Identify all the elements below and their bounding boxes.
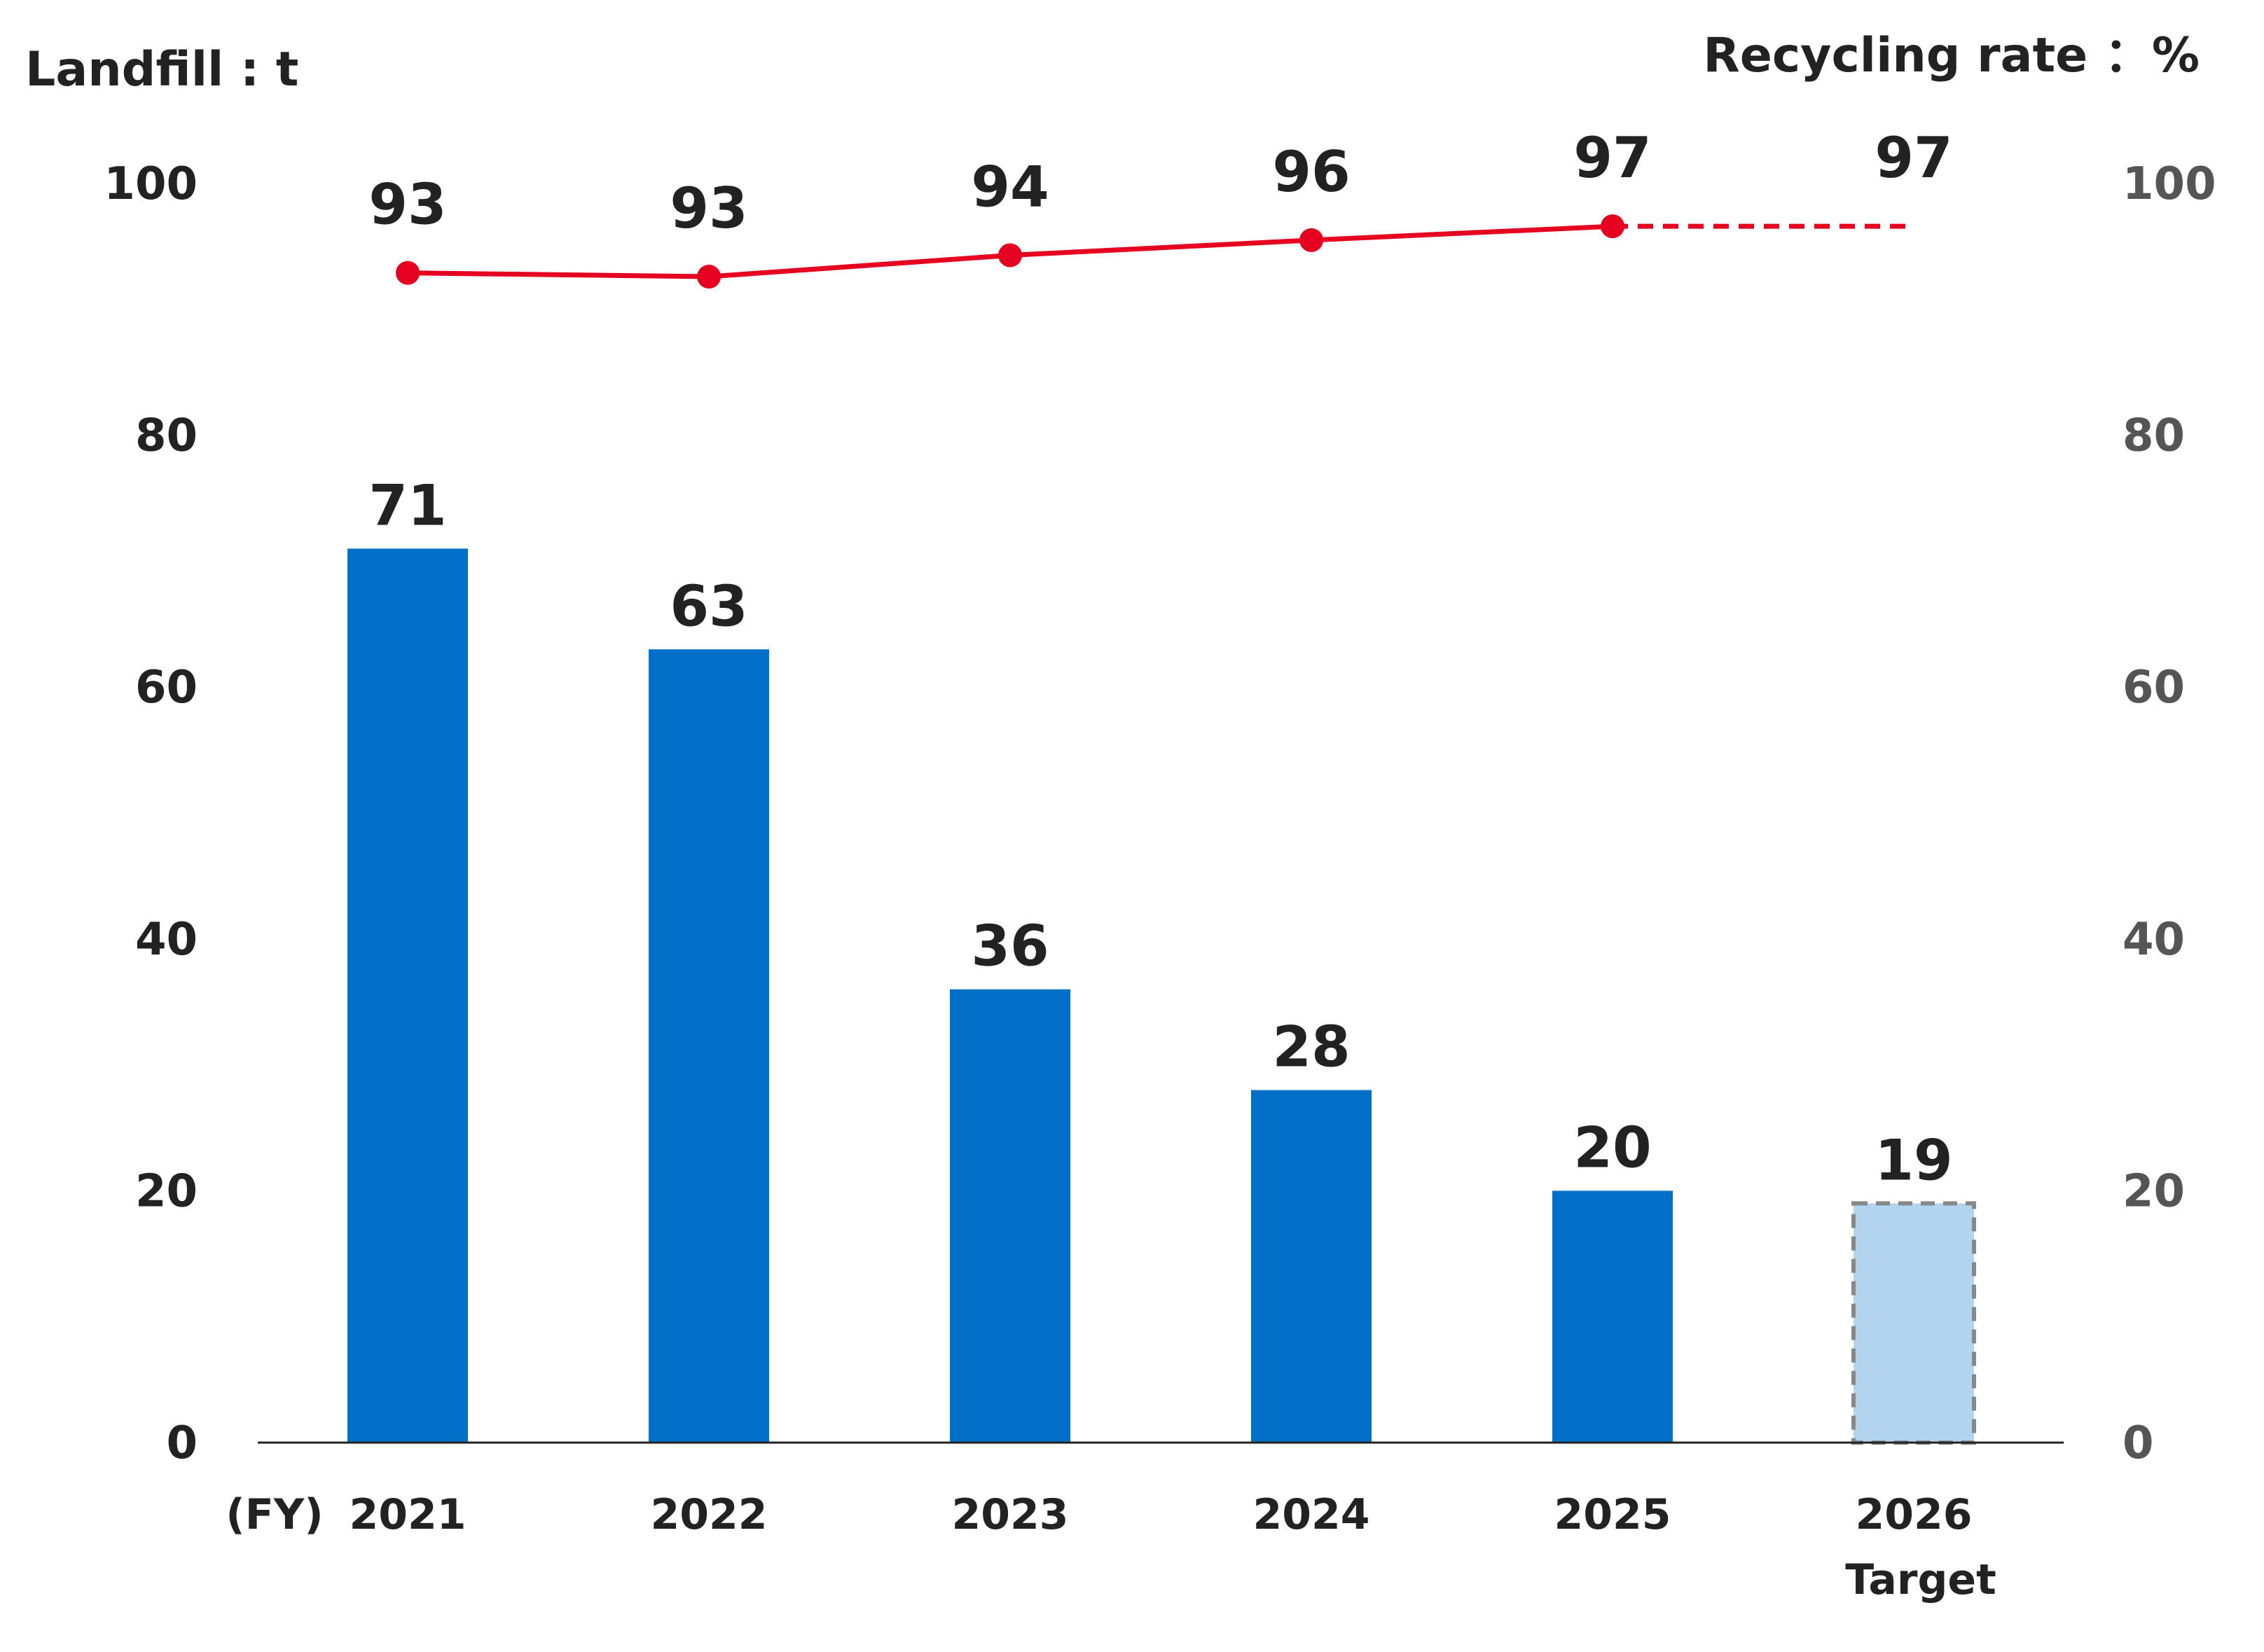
left-tick-label: 20 (135, 1165, 198, 1217)
right-axis-title: Recycling rate ：% (1703, 28, 2200, 83)
left-tick-label: 40 (135, 914, 198, 966)
right-axis-ticks: 0 20 40 60 80 100 (2122, 158, 2216, 1469)
rate-point (998, 243, 1022, 268)
rate-value-label: 97 (1573, 125, 1651, 190)
x-tick-label: 2023 (952, 1490, 1069, 1539)
x-tick-sublabel: Target (1845, 1555, 1996, 1604)
x-tick-label: 2024 (1253, 1490, 1370, 1539)
left-tick-label: 80 (135, 410, 198, 462)
bar (649, 649, 769, 1443)
rate-point (396, 261, 420, 285)
bar-value-label: 63 (670, 574, 747, 639)
rate-value-label: 94 (971, 154, 1049, 219)
left-tick-label: 60 (135, 662, 198, 714)
right-tick-label: 20 (2122, 1165, 2185, 1217)
bar-value-label: 36 (971, 914, 1049, 979)
left-axis-ticks: 0 20 40 60 80 100 (104, 158, 198, 1469)
left-axis-title: Landfill : t (25, 42, 298, 97)
bar-value-label: 28 (1272, 1015, 1350, 1080)
bar (1552, 1191, 1673, 1443)
rate-point (1299, 228, 1323, 252)
rate-point (1601, 214, 1624, 239)
bar (1251, 1090, 1372, 1443)
x-tick-label: 2026 (1856, 1490, 1973, 1539)
right-tick-label: 0 (2122, 1417, 2154, 1469)
right-tick-label: 40 (2122, 914, 2185, 966)
rate-point (697, 265, 721, 289)
x-axis-categories: 2021 2022 2023 2024 2025 2026 Target (350, 1490, 1996, 1604)
rate-value-label: 97 (1875, 125, 1952, 190)
x-tick-label: 2022 (651, 1490, 768, 1539)
right-tick-label: 100 (2122, 158, 2216, 210)
x-tick-label: 2021 (350, 1490, 467, 1539)
right-tick-label: 60 (2122, 662, 2185, 714)
bar (347, 548, 468, 1443)
rate-value-label: 93 (670, 176, 747, 241)
bar-series: 71 63 36 28 20 19 (347, 473, 1976, 1445)
bar-value-label: 71 (368, 473, 446, 538)
rate-value-label: 96 (1272, 139, 1350, 204)
rate-value-label: 93 (368, 172, 446, 237)
bar-value-label: 19 (1875, 1127, 1952, 1193)
x-tick-label: 2025 (1554, 1490, 1671, 1539)
bar-value-label: 20 (1573, 1115, 1651, 1180)
bar (950, 989, 1070, 1443)
target-bar (1851, 1201, 1976, 1445)
recycling-rate-series: 93 93 94 96 97 97 (368, 125, 1953, 289)
left-tick-label: 100 (104, 158, 198, 210)
x-axis-prefix: (FY) (226, 1490, 323, 1539)
right-tick-label: 80 (2122, 410, 2185, 462)
left-tick-label: 0 (166, 1417, 198, 1469)
